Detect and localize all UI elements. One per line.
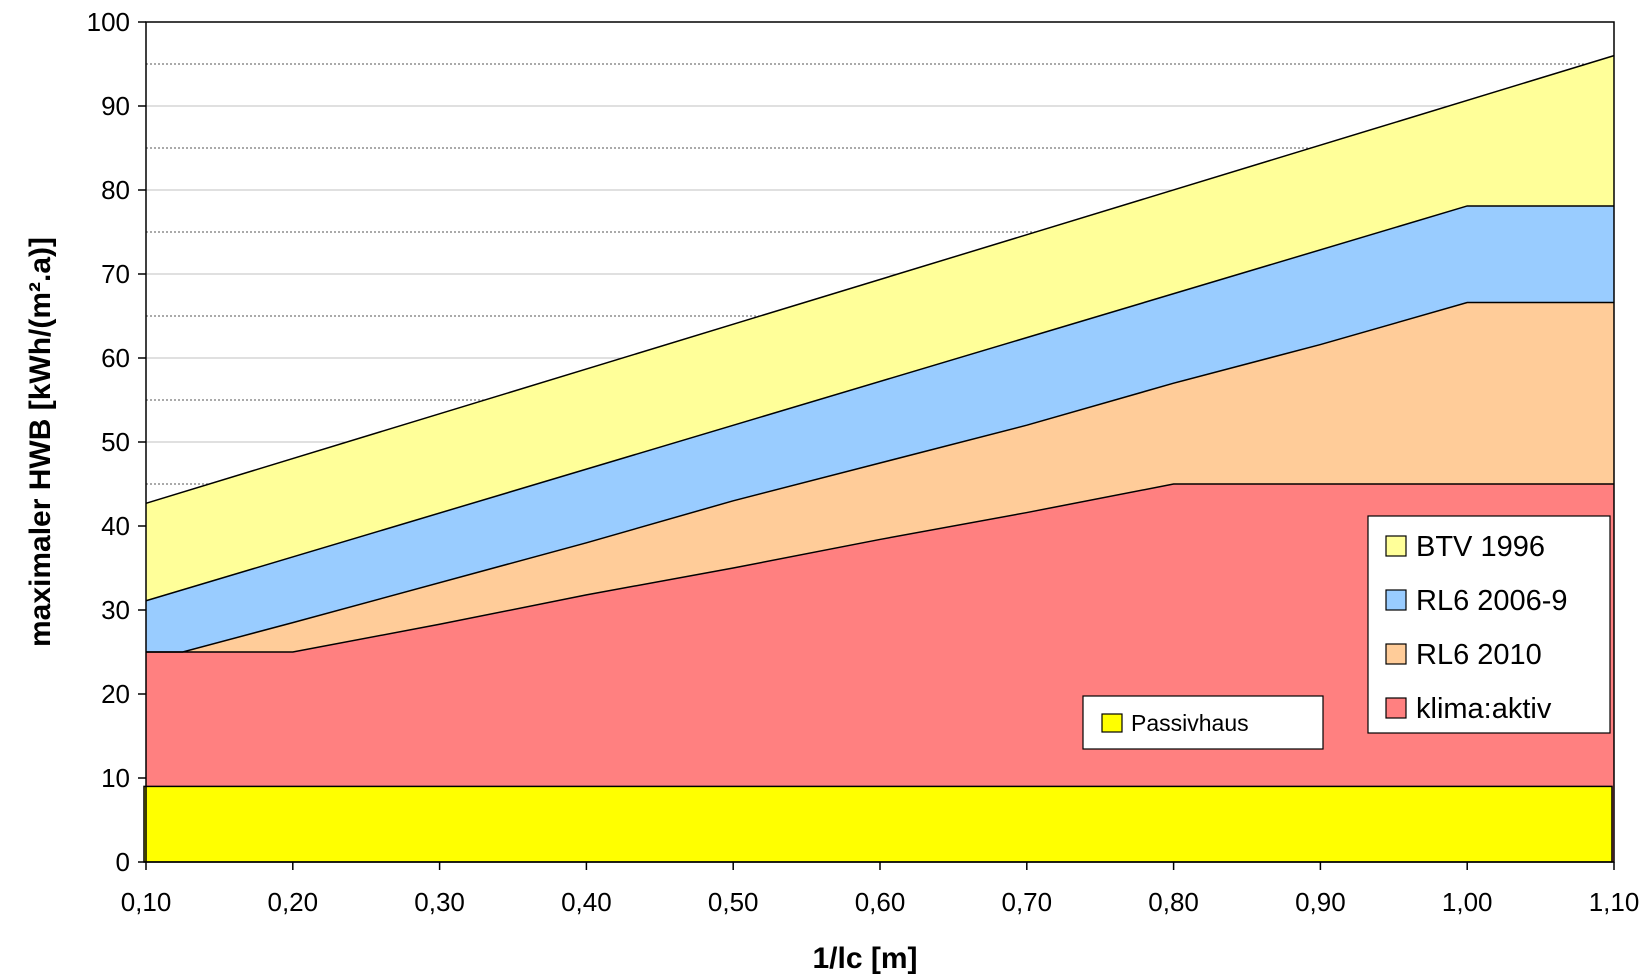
area-passivhaus xyxy=(143,785,1613,863)
x-tick-label: 0,70 xyxy=(1001,887,1052,917)
x-tick-label: 0,90 xyxy=(1295,887,1346,917)
legend-secondary xyxy=(1082,695,1324,750)
legend-label: BTV 1996 xyxy=(1416,531,1545,563)
x-tick-label: 1,10 xyxy=(1589,887,1640,917)
y-tick-label: 100 xyxy=(87,7,130,37)
y-tick-label: 50 xyxy=(101,427,130,457)
y-tick-label: 30 xyxy=(101,595,130,625)
x-axis-title: 1/lc [m] xyxy=(812,942,917,974)
x-tick-label: 0,80 xyxy=(1148,887,1199,917)
line-klima-aktiv xyxy=(146,483,1614,653)
legend-label: klima:aktiv xyxy=(1416,693,1552,725)
x-tick-label: 1,00 xyxy=(1442,887,1493,917)
y-axis-title: maximaler HWB [kWh/(m².a)] xyxy=(24,237,57,647)
area-klima-aktiv xyxy=(146,484,1614,862)
y-tick-label: 60 xyxy=(101,343,130,373)
x-tick-label: 0,30 xyxy=(414,887,465,917)
legend-swatch xyxy=(1385,643,1407,665)
y-tick-label: 80 xyxy=(101,175,130,205)
line-rl6-2006-9 xyxy=(145,205,1614,602)
y-tick-label: 90 xyxy=(101,91,130,121)
legend xyxy=(1367,515,1611,734)
legend-label: RL6 2006-9 xyxy=(1416,585,1568,617)
legend-swatch xyxy=(1385,697,1407,719)
y-tick-label: 0 xyxy=(116,847,130,877)
legend-swatch xyxy=(1101,713,1123,733)
legend-label: RL6 2010 xyxy=(1416,639,1542,671)
x-tick-label: 0,10 xyxy=(121,887,172,917)
y-tick-label: 40 xyxy=(101,511,130,541)
x-tick-label: 0,50 xyxy=(708,887,759,917)
legend-label: Passivhaus xyxy=(1131,710,1249,736)
y-tick-label: 70 xyxy=(101,259,130,289)
legend-swatch xyxy=(1385,589,1407,611)
line-btv-1996 xyxy=(145,54,1615,505)
x-tick-label: 0,40 xyxy=(561,887,612,917)
y-tick-label: 20 xyxy=(101,679,130,709)
y-tick-label: 10 xyxy=(101,763,130,793)
line-rl6-2010 xyxy=(146,301,1614,653)
x-tick-label: 0,20 xyxy=(267,887,318,917)
legend-swatch xyxy=(1385,535,1407,557)
x-tick-label: 0,60 xyxy=(855,887,906,917)
